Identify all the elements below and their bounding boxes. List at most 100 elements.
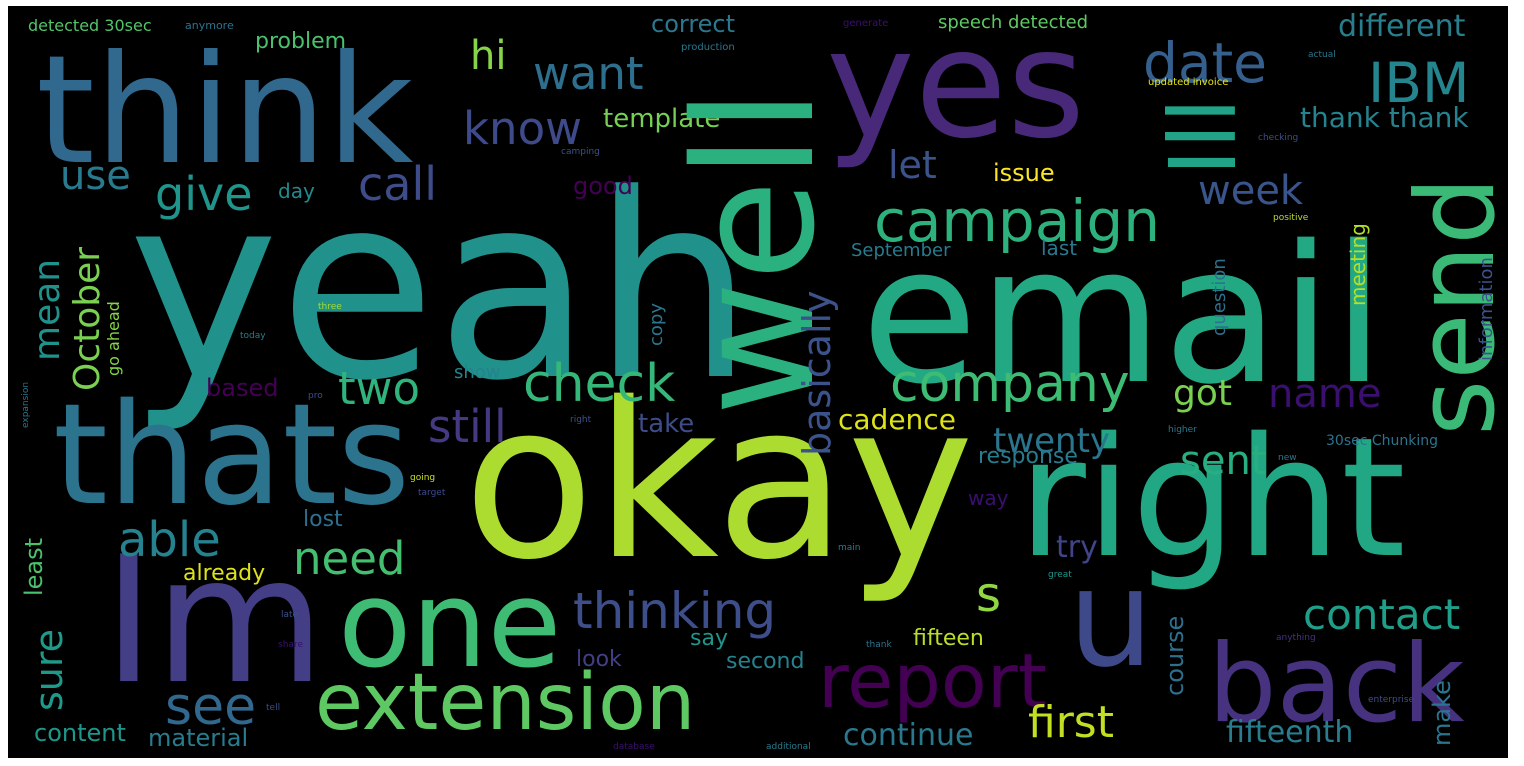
word-need: need [293,532,406,585]
word-30sec-chunking: 30sec Chunking [1326,433,1439,449]
word-generate: generate [843,18,889,29]
word-okay: okay [463,356,975,607]
word-want: want [533,47,644,100]
word-database: database [613,742,655,752]
word-contact: contact [1303,590,1461,639]
word-production: production [681,42,735,53]
word-try: try [1056,530,1098,565]
word-issue: issue [993,159,1055,187]
word-higher: higher [1168,425,1197,435]
word-see: see [165,677,257,737]
word-ill: Ill [1150,97,1257,176]
word-back: back [1208,622,1465,747]
word-second: second [726,649,805,674]
word-check: check [523,354,676,414]
word-least: least [20,537,48,596]
word-copy: copy [646,303,667,346]
word-let: let [888,143,937,187]
word-checking: checking [1258,133,1299,143]
word-cloud-image: yeah okay email right think thats yes Im… [8,6,1508,758]
word-make: make [1428,680,1456,746]
word-camping: camping [561,147,600,157]
word-way: way [968,486,1009,510]
word-im: Im [103,520,326,723]
word-right: right [1018,402,1406,594]
word-last: last [1041,236,1078,260]
word-extension: extension [315,658,696,748]
word-call: call [358,157,438,211]
word-u: u [1068,540,1154,697]
word-give: give [155,167,253,221]
word-email: email [861,205,1385,426]
word-name: name [1268,371,1382,417]
word-good: good [573,172,633,200]
word-thank-thank: thank thank [1300,101,1469,134]
word-october: October [67,246,108,391]
word-two: two [338,362,420,415]
word-expansion: expansion [21,381,31,428]
word-september: September [851,240,951,261]
word-sure: sure [27,628,71,711]
word-enterprise: enterprise [1368,695,1415,705]
word-show: show [454,362,501,383]
word-anymore: anymore [185,19,234,32]
word-look: look [576,647,622,672]
word-additional: additional [766,742,811,752]
word-pro: pro [308,391,323,401]
word-go-ahead: go ahead [104,301,123,376]
word-problem: problem [255,29,347,54]
word-material: material [148,724,249,752]
word-use: use [60,153,131,199]
word-meeting: meeting [1346,223,1370,306]
word-late: late [281,610,299,620]
word-main: main [838,543,861,553]
word-report: report [818,637,1048,725]
word-thats: thats [53,374,411,537]
word-template: template [603,104,721,134]
word-right-small: right [570,415,592,425]
word-lost: lost [303,507,343,532]
word-fifteenth: fifteenth [1226,715,1354,750]
word-fifteen: fifteen [913,626,984,651]
word-still: still [428,400,507,453]
word-correct: correct [651,10,736,38]
word-hi: hi [470,33,507,79]
word-date: date [1143,31,1268,95]
word-campaign: campaign [874,187,1160,255]
word-today: today [240,331,266,341]
word-know: know [463,102,582,155]
word-based: based [206,374,279,402]
word-s: s [976,567,1002,623]
word-question: question [1209,258,1230,336]
word-able: able [118,512,221,568]
word-content: content [34,719,126,747]
word-information: information [1476,257,1497,361]
word-updated-invoice: updated invoice [1148,77,1229,88]
word-first: first [1028,697,1114,748]
word-week: week [1198,168,1304,214]
word-company: company [890,354,1130,414]
word-twenty: twenty [993,421,1111,461]
word-think: think [36,24,414,198]
word-sent: sent [1180,438,1267,484]
word-one: one [338,556,562,695]
word-say: say [690,626,728,651]
word-response: response [978,444,1078,469]
word-basically: basically [795,290,839,456]
word-day: day [278,179,315,203]
word-thank: thank [866,640,892,650]
word-different: different [1338,9,1466,44]
word-great: great [1048,570,1072,580]
word-thinking: thinking [573,582,777,640]
word-ibm: IBM [1368,51,1470,115]
word-new: new [1278,453,1297,463]
word-course: course [1161,615,1189,696]
word-speech-detected: speech detected [938,12,1089,33]
word-already: already [183,561,266,586]
word-take: take [638,409,695,439]
word-positive: positive [1273,213,1309,223]
word-share: share [278,640,303,650]
word-continue: continue [843,718,974,753]
word-going: going [410,473,436,483]
word-cadence: cadence [838,403,956,436]
